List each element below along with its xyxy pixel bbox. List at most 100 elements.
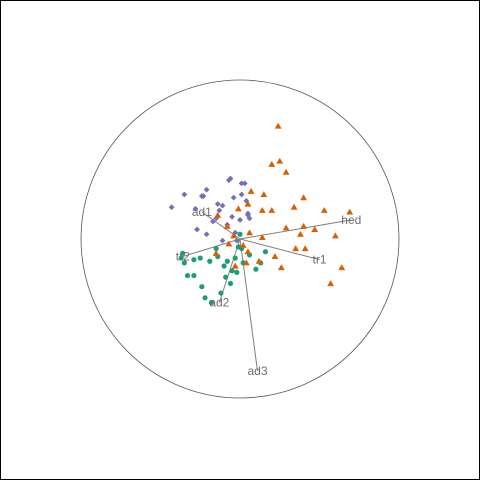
diamond-point-s0-15 xyxy=(227,175,234,182)
triangle-point-s2-8 xyxy=(290,203,298,210)
circle-point-s1-2 xyxy=(181,260,187,266)
diamond-point-s0-10 xyxy=(238,191,245,198)
triangle-point-s2-23 xyxy=(292,245,300,252)
loading-label-ad1: ad1 xyxy=(192,205,212,219)
triangle-point-s2-29 xyxy=(297,230,304,237)
diamond-point-s0-23 xyxy=(194,226,200,233)
triangle-point-s2-11 xyxy=(332,232,339,239)
diamond-point-s0-6 xyxy=(213,215,220,222)
triangle-point-s2-18 xyxy=(246,229,253,236)
triangle-point-s2-7 xyxy=(258,206,266,213)
triangle-point-s2-4 xyxy=(247,187,255,194)
circle-point-s1-23 xyxy=(253,266,259,272)
triangle-point-s2-27 xyxy=(327,280,335,287)
circle-point-s1-1 xyxy=(178,255,184,261)
diamond-point-s0-25 xyxy=(233,237,240,244)
loading-label-ad2: ad2 xyxy=(209,296,229,310)
triangle-point-s2-19 xyxy=(230,232,238,239)
diamond-point-s0-22 xyxy=(210,218,216,225)
circle-point-s1-9 xyxy=(227,280,234,287)
circle-point-s1-10 xyxy=(234,269,240,275)
circle-point-s1-26 xyxy=(223,274,229,280)
circle-point-s1-16 xyxy=(199,284,205,290)
triangle-point-s2-1 xyxy=(268,160,276,167)
circle-point-s1-25 xyxy=(235,244,242,250)
diamond-point-s0-24 xyxy=(203,231,210,238)
circle-point-s1-19 xyxy=(229,268,235,274)
diamond-point-s0-14 xyxy=(241,180,248,187)
triangle-point-s2-21 xyxy=(239,241,247,248)
diamond-point-s0-18 xyxy=(229,213,235,220)
circle-point-s1-18 xyxy=(221,263,227,269)
loading-vector-tr2 xyxy=(182,238,241,257)
circle-point-s1-22 xyxy=(262,249,269,255)
triangle-point-s2-10 xyxy=(320,206,328,213)
circle-point-s1-4 xyxy=(191,272,197,279)
circle-point-s1-7 xyxy=(213,245,219,252)
loading-labels: ad1 hed tr2 tr1 ad2 ad3 xyxy=(176,205,362,378)
circle-point-s1-15 xyxy=(208,300,214,306)
triangle-point-s2-15 xyxy=(282,224,290,231)
triangle-point-s2-33 xyxy=(231,262,239,269)
loading-vectors xyxy=(182,211,352,372)
triangle-point-s2-25 xyxy=(255,257,263,264)
triangle-point-s2-20 xyxy=(223,222,231,229)
data-points xyxy=(168,122,354,306)
triangle-point-s2-26 xyxy=(276,157,284,164)
triangle-point-s2-31 xyxy=(214,211,222,218)
circle-point-s1-0 xyxy=(180,250,186,256)
diamond-point-s0-16 xyxy=(216,207,223,214)
triangle-point-s2-35 xyxy=(212,249,220,256)
diamond-point-s0-9 xyxy=(230,194,237,201)
triangle-point-s2-32 xyxy=(244,248,252,255)
loading-vector-hed xyxy=(239,219,352,240)
diamond-point-s0-26 xyxy=(219,237,226,244)
loading-label-tr2: tr2 xyxy=(176,249,190,263)
diamond-point-s0-17 xyxy=(219,202,226,209)
circle-point-s1-14 xyxy=(218,290,224,296)
loading-label-hed: hed xyxy=(341,213,361,227)
diamond-point-s0-5 xyxy=(203,186,210,193)
triangle-point-s2-5 xyxy=(244,200,252,207)
diamond-point-s0-11 xyxy=(243,197,250,204)
diamond-point-s0-19 xyxy=(237,217,243,223)
diamond-point-s0-0 xyxy=(168,204,175,211)
triangle-point-s2-28 xyxy=(301,245,309,252)
loading-vector-tr1 xyxy=(239,238,320,261)
circle-point-s1-5 xyxy=(197,255,203,261)
loading-label-ad3: ad3 xyxy=(247,364,267,378)
circle-point-s1-13 xyxy=(232,255,238,261)
triangle-point-s2-36 xyxy=(300,222,307,229)
triangle-point-s2-17 xyxy=(258,234,266,240)
loading-vector-ad3 xyxy=(239,238,258,372)
triangle-point-s2-30 xyxy=(225,240,233,247)
diamond-point-s0-28 xyxy=(238,180,245,187)
diamond-point-s0-7 xyxy=(214,201,221,207)
circle-point-s1-3 xyxy=(184,272,191,279)
triangle-point-s2-9 xyxy=(300,194,307,201)
triangle-point-s2-3 xyxy=(260,191,268,198)
diamond-point-s0-13 xyxy=(246,215,253,222)
triangle-point-s2-13 xyxy=(346,208,354,215)
triangle-point-s2-2 xyxy=(282,168,290,175)
triangle-point-s2-22 xyxy=(271,253,279,260)
triangle-point-s2-12 xyxy=(338,264,346,271)
circle-point-s1-27 xyxy=(191,257,197,263)
diamond-point-s0-8 xyxy=(225,177,232,184)
triangle-point-s2-24 xyxy=(277,264,285,271)
circle-point-s1-17 xyxy=(202,295,208,301)
diamond-point-s0-1 xyxy=(181,191,188,198)
triangle-point-s2-16 xyxy=(268,206,276,213)
diamond-point-s0-27 xyxy=(245,210,251,217)
correlation-circle xyxy=(80,79,400,399)
triangle-point-s2-34 xyxy=(242,259,250,266)
circle-point-s1-6 xyxy=(207,258,213,264)
diamond-point-s0-4 xyxy=(198,193,205,199)
triangle-point-s2-0 xyxy=(274,122,282,129)
circle-point-s1-8 xyxy=(224,258,230,264)
triangle-point-s2-14 xyxy=(311,226,319,233)
loading-label-tr1: tr1 xyxy=(312,253,326,267)
triangle-point-s2-6 xyxy=(235,205,242,212)
circle-point-s1-28 xyxy=(237,231,243,237)
